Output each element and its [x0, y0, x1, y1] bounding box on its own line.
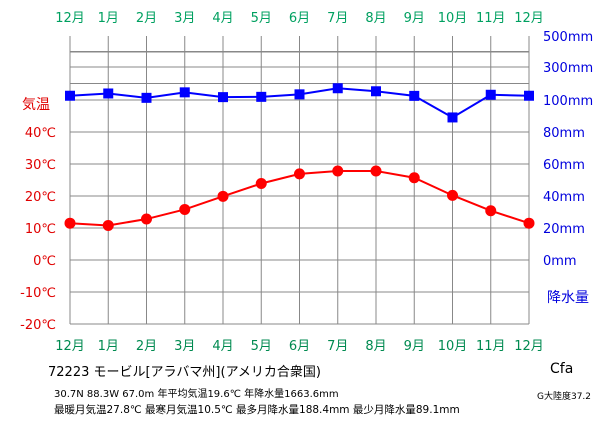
month-label-bottom: 6月 — [289, 339, 310, 354]
temperature-point — [523, 217, 535, 229]
chart-grid — [69, 36, 530, 325]
temperature-tick-label: 40℃ — [25, 126, 56, 141]
month-label-top: 3月 — [174, 11, 195, 26]
precipitation-tick-label: 60mm — [543, 158, 585, 173]
temperature-tick-label: 10℃ — [25, 222, 56, 237]
precipitation-tick-label: 500mm — [543, 30, 593, 45]
continentality-index: G大陸度37.2 — [537, 392, 592, 402]
temperature-point — [294, 168, 305, 180]
precipitation-point — [485, 89, 496, 100]
month-label-bottom: 9月 — [404, 339, 425, 354]
precipitation-point — [371, 86, 381, 97]
month-label-bottom: 8月 — [365, 339, 386, 354]
temperature-series — [64, 165, 535, 231]
temperature-point — [408, 172, 420, 184]
precipitation-point — [141, 92, 152, 103]
month-label-top: 1月 — [98, 11, 119, 26]
month-label-bottom: 3月 — [174, 339, 195, 354]
precipitation-tick-label: 40mm — [543, 190, 585, 205]
month-label-bottom: 2月 — [136, 339, 157, 354]
bottom-month-labels: 12月 1月 2月 3月 4月 5月 6月 7月 8月 9月 10月 11月 12月 — [55, 339, 544, 354]
temperature-tick-label: -20℃ — [20, 318, 56, 333]
month-label-top: 10月 — [438, 11, 468, 26]
precipitation-tick-label: 0mm — [543, 254, 577, 269]
top-month-labels: 12月 1月 2月 3月 4月 5月 6月 7月 8月 9月 10月 11月 12月 — [55, 11, 544, 26]
precipitation-tick-label: 20mm — [543, 222, 585, 237]
temperature-tick-label: 0℃ — [33, 254, 56, 269]
precipitation-tick-label: 300mm — [543, 61, 593, 76]
station-stats-1: 30.7N 88.3W 67.0m 年平均気温19.6℃ 年降水量1663.6m… — [54, 389, 339, 400]
temperature-tick-label: 20℃ — [25, 190, 56, 205]
precipitation-series — [65, 83, 534, 123]
temperature-point — [179, 203, 191, 215]
month-label-bottom: 12月 — [514, 339, 544, 354]
month-label-bottom: 5月 — [251, 339, 272, 354]
month-label-bottom: 11月 — [476, 339, 506, 354]
precipitation-axis-title: 降水量 — [547, 290, 589, 306]
climate-classification: Cfa — [550, 361, 574, 377]
precipitation-point — [294, 89, 305, 100]
temperature-point — [141, 213, 152, 225]
month-label-top: 12月 — [514, 11, 544, 26]
month-label-top: 12月 — [55, 11, 85, 26]
precipitation-point — [409, 90, 420, 101]
temperature-point — [64, 217, 76, 229]
temperature-point — [217, 190, 229, 202]
precipitation-tick-label: 100mm — [543, 94, 593, 109]
precipitation-point — [179, 87, 190, 98]
month-label-bottom: 1月 — [98, 339, 119, 354]
month-label-top: 11月 — [476, 11, 506, 26]
month-label-top: 8月 — [365, 11, 386, 26]
station-name: 72223 モービル[アラバマ州](アメリカ合衆国) — [48, 365, 321, 380]
month-label-top: 7月 — [327, 11, 348, 26]
temperature-point — [255, 178, 267, 190]
month-label-bottom: 12月 — [55, 339, 85, 354]
month-label-bottom: 7月 — [327, 339, 348, 354]
month-label-bottom: 4月 — [212, 339, 233, 354]
month-label-top: 6月 — [289, 11, 310, 26]
temperature-point — [485, 205, 497, 217]
precipitation-point — [256, 91, 267, 102]
temperature-point — [102, 219, 114, 231]
temperature-tick-label: -10℃ — [20, 286, 56, 301]
month-label-top: 9月 — [404, 11, 425, 26]
temperature-axis: 気温 40℃ 30℃ 20℃ 10℃ 0℃ -10℃ -20℃ — [20, 97, 56, 333]
precipitation-point — [447, 112, 458, 123]
precipitation-point — [65, 90, 75, 101]
temperature-axis-title: 気温 — [22, 97, 50, 113]
month-label-top: 4月 — [212, 11, 233, 26]
climate-chart: 12月 1月 2月 3月 4月 5月 6月 7月 8月 9月 10月 11月 12月 12月 1月 2月 3月… — [20, 11, 593, 354]
precipitation-tick-label: 80mm — [543, 126, 585, 141]
station-stats-2: 最暖月気温27.8℃ 最寒月気温10.5℃ 最多月降水量188.4mm 最少月降… — [54, 404, 460, 416]
precipitation-point — [103, 88, 114, 99]
month-label-top: 2月 — [136, 11, 157, 26]
month-label-top: 5月 — [251, 11, 272, 26]
month-label-bottom: 10月 — [438, 339, 468, 354]
temperature-point — [447, 189, 458, 201]
precipitation-point — [524, 90, 534, 101]
precipitation-point — [332, 83, 343, 94]
temperature-tick-label: 30℃ — [25, 158, 56, 173]
precipitation-point — [218, 92, 228, 103]
temperature-point — [332, 165, 344, 177]
precipitation-axis: 500mm 300mm 100mm 80mm 60mm 40mm 20mm 0mm 降水量 — [543, 30, 593, 306]
temperature-point — [370, 165, 382, 177]
